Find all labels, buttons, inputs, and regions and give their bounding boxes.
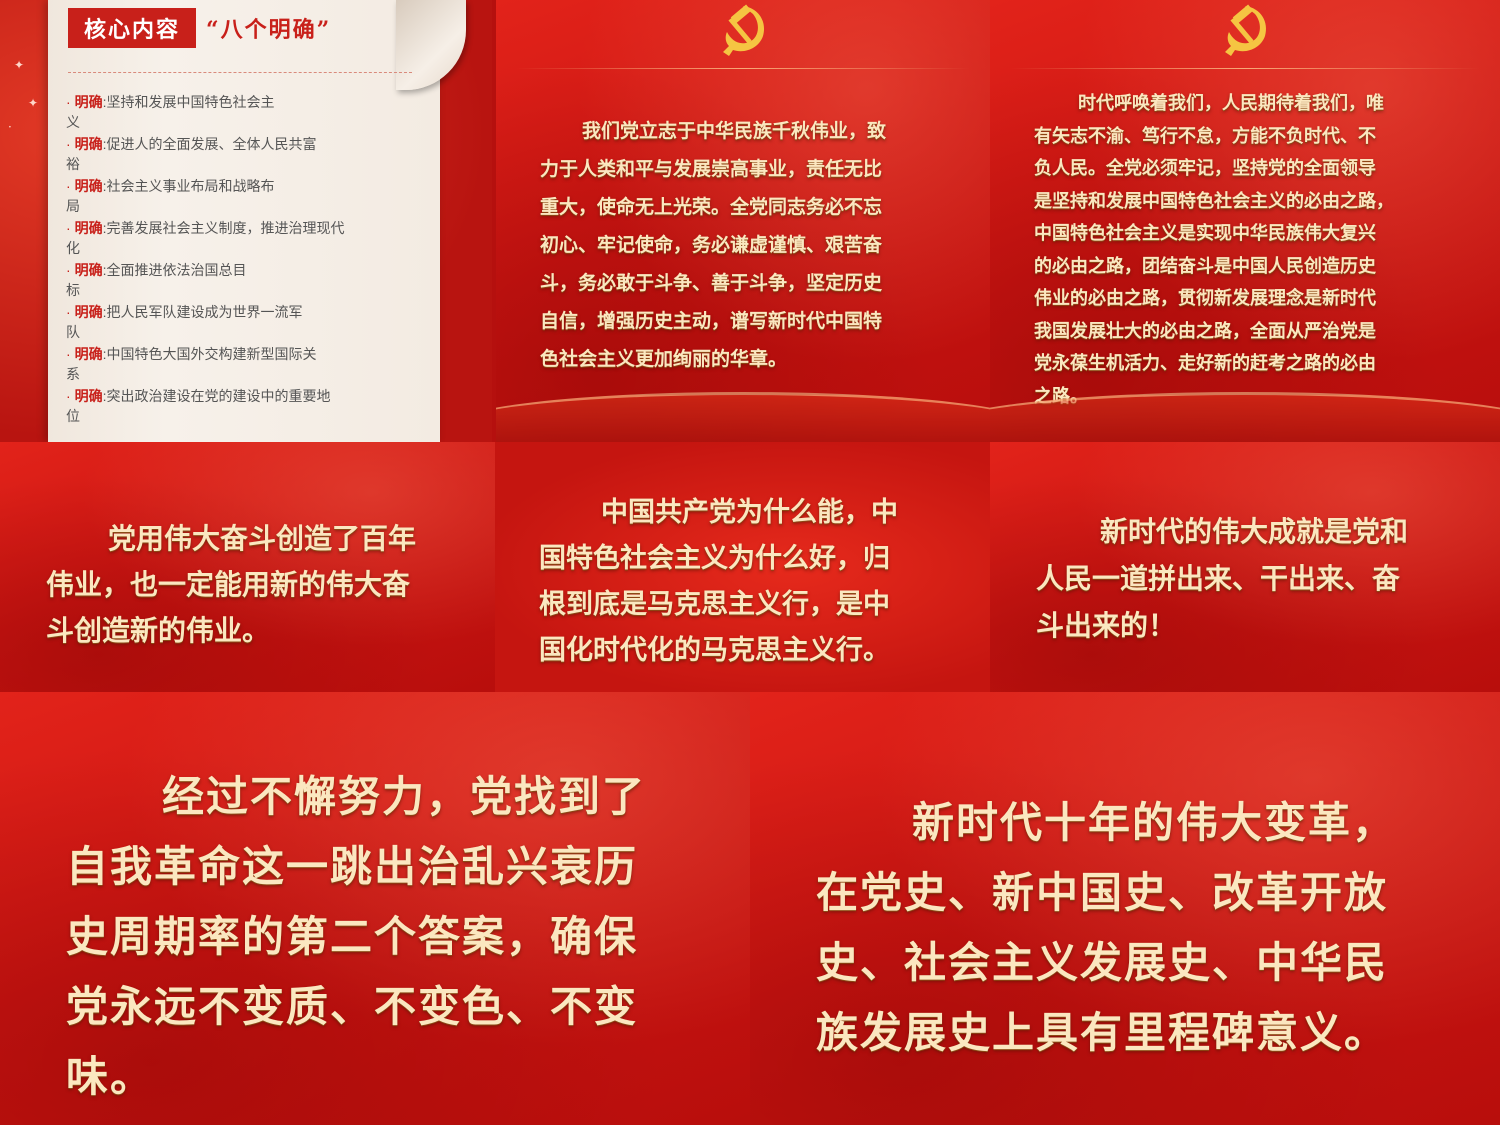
list-item: · 明确:坚持和发展中国特色社会主义: [66, 94, 275, 130]
text-line: 根到底是马克思主义行，是中: [539, 589, 890, 620]
text-line: 重大，使命无上光荣。全党同志务必不忘: [540, 196, 883, 218]
hammer-and-sickle-icon: [1225, 4, 1267, 56]
list-item: · 明确:中国特色大国外交构建新型国际关系: [66, 346, 317, 382]
scroll-subtitle: “八个明确”: [206, 17, 332, 43]
quote-panel-self-revolution: 经过不懈努力，党找到了 自我革命这一跳出治乱兴衰历 史周期率的第二个答案，确保 …: [0, 692, 750, 1125]
hammer-and-sickle-icon: [723, 4, 765, 56]
text-line: 国化时代化的马克思主义行。: [539, 635, 890, 666]
text-line: 自我革命这一跳出治乱兴衰历: [66, 842, 639, 891]
text-line: 负人民。全党必须牢记，坚持党的全面领导: [1034, 158, 1376, 179]
text-line: 斗创造新的伟业。: [46, 614, 271, 647]
clarification-list: · 明确:坚持和发展中国特色社会主义 · 明确:促进人的全面发展、全体人民共富裕 ·…: [66, 92, 426, 428]
quote-panel-achievement: 新时代的伟大成就是党和 人民一道拼出来、干出来、奋 斗出来的！: [990, 442, 1500, 692]
text-line: 史周期率的第二个答案，确保: [66, 912, 639, 961]
sparkle-icon: ✦: [28, 96, 39, 110]
quote-panel-mission: 我们党立志于中华民族千秋伟业，致 力于人类和平与发展崇高事业，责任无比 重大，使…: [496, 0, 990, 442]
text-line: 的必由之路，团结奋斗是中国人民创造历史: [1034, 255, 1376, 277]
list-item: · 明确:完善发展社会主义制度，推进治理现代化: [66, 220, 345, 256]
quote-panel-era: 时代呼唤着我们，人民期待着我们，唯 有矢志不渝、笃行不怠，方能不负时代、不 负人…: [990, 0, 1500, 442]
quote-panel-marxism: 中国共产党为什么能，中 国特色社会主义为什么好，归 根到底是马克思主义行，是中 …: [495, 442, 990, 692]
text-line: 新时代的伟大成就是党和: [1100, 515, 1409, 548]
list-item: · 明确:社会主义事业布局和战略布局: [66, 178, 275, 214]
scroll-title: 核心内容: [68, 8, 196, 48]
scroll-curl: [396, 0, 466, 90]
text-line: 自信，增强历史主动，谱写新时代中国特: [540, 310, 883, 332]
text-line: 伟业的必由之路，贯彻新发展理念是新时代: [1034, 288, 1376, 309]
text-line: 有矢志不渝、笃行不怠，方能不负时代、不: [1034, 125, 1376, 147]
text-line: 力于人类和平与发展崇高事业，责任无比: [540, 158, 883, 180]
divider: [68, 72, 412, 73]
list-item: · 明确:突出政治建设在党的建设中的重要地位: [66, 388, 331, 424]
text-line: 斗，务必敢于斗争、善于斗争，坚定历史: [540, 272, 883, 294]
text-line: 人民一道拼出来、干出来、奋: [1036, 562, 1401, 595]
text-line: 史、社会主义发展史、中华民: [816, 938, 1389, 987]
text-line: 在党史、新中国史、改革开放: [816, 868, 1389, 917]
sparkle-icon: ✦: [14, 58, 25, 72]
text-line: 经过不懈努力，党找到了: [162, 772, 647, 821]
text-line: 时代呼唤着我们，人民期待着我们，唯: [1078, 93, 1384, 114]
text-line: 色社会主义更加绚丽的华章。: [540, 348, 788, 370]
quote-panel-decade: 新时代十年的伟大变革， 在党史、新中国史、改革开放 史、社会主义发展史、中华民 …: [750, 692, 1500, 1125]
list-item: · 明确:全面推进依法治国总目标: [66, 262, 247, 298]
text-line: 新时代十年的伟大变革，: [912, 798, 1397, 847]
text-line: 我国发展壮大的必由之路，全面从严治党是: [1034, 320, 1376, 342]
sparkle-icon: ·: [8, 120, 12, 134]
scroll-panel: ✦ ✦ · 核心内容 “八个明确” · 明确:坚持和发展中国特色社会主义 · 明确:…: [0, 0, 492, 442]
text-line: 党永葆生机活力、走好新的赶考之路的必由: [1034, 353, 1376, 374]
text-line: 伟业，也一定能用新的伟大奋: [46, 568, 411, 601]
text-line: 斗出来的！: [1036, 609, 1177, 642]
text-line: 我们党立志于中华民族千秋伟业，致: [582, 120, 887, 142]
quote-panel-struggle: 党用伟大奋斗创造了百年 伟业，也一定能用新的伟大奋 斗创造新的伟业。: [0, 442, 495, 692]
text-line: 是坚持和发展中国特色社会主义的必由之路，: [1034, 190, 1394, 212]
text-line: 族发展史上具有里程碑意义。: [816, 1008, 1389, 1057]
text-line: 党永远不变质、不变色、不变: [66, 982, 639, 1031]
scroll-paper: [48, 0, 440, 442]
text-line: 党用伟大奋斗创造了百年: [108, 522, 417, 555]
text-line: 味。: [66, 1052, 155, 1101]
text-line: 初心、牢记使命，务必谦虚谨慎、艰苦奋: [540, 234, 883, 256]
text-line: 中国特色社会主义是实现中华民族伟大复兴: [1034, 223, 1376, 244]
list-item: · 明确:促进人的全面发展、全体人民共富裕: [66, 136, 317, 172]
list-item: · 明确:把人民军队建设成为世界一流军队: [66, 304, 303, 340]
text-line: 中国共产党为什么能，中: [601, 497, 898, 528]
text-line: 国特色社会主义为什么好，归: [539, 543, 890, 574]
